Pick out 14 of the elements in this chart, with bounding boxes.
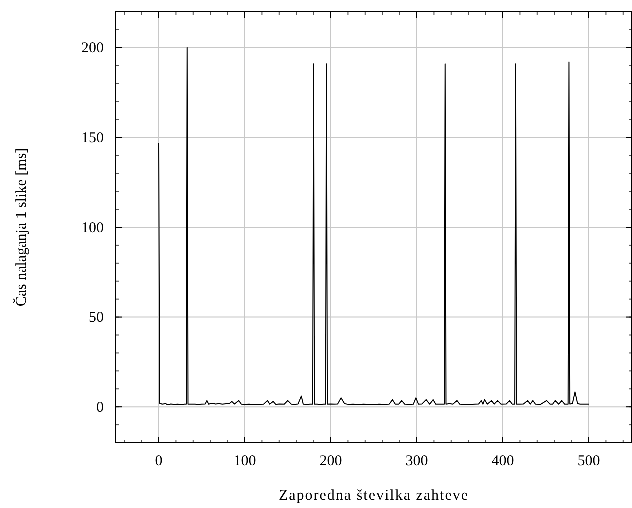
x-tick-label: 500: [578, 454, 600, 470]
y-tick-label: 150: [82, 130, 104, 147]
x-tick-label: 300: [406, 454, 428, 470]
x-axis-title: Zaporedna številka zahteve: [278, 488, 470, 504]
y-tick-label: 50: [89, 310, 104, 326]
y-axis-title: Čas nalaganja 1 slike [ms]: [13, 148, 30, 307]
x-tick-label: 100: [234, 454, 256, 470]
x-tick-label: 0: [155, 454, 163, 470]
y-tick-label: 200: [82, 40, 104, 57]
line-series: [158, 47, 590, 406]
y-tick-label: 100: [82, 220, 104, 236]
y-tick-label: 0: [96, 400, 104, 416]
x-tick-label: 200: [320, 454, 342, 470]
x-tick-label: 400: [492, 454, 514, 470]
